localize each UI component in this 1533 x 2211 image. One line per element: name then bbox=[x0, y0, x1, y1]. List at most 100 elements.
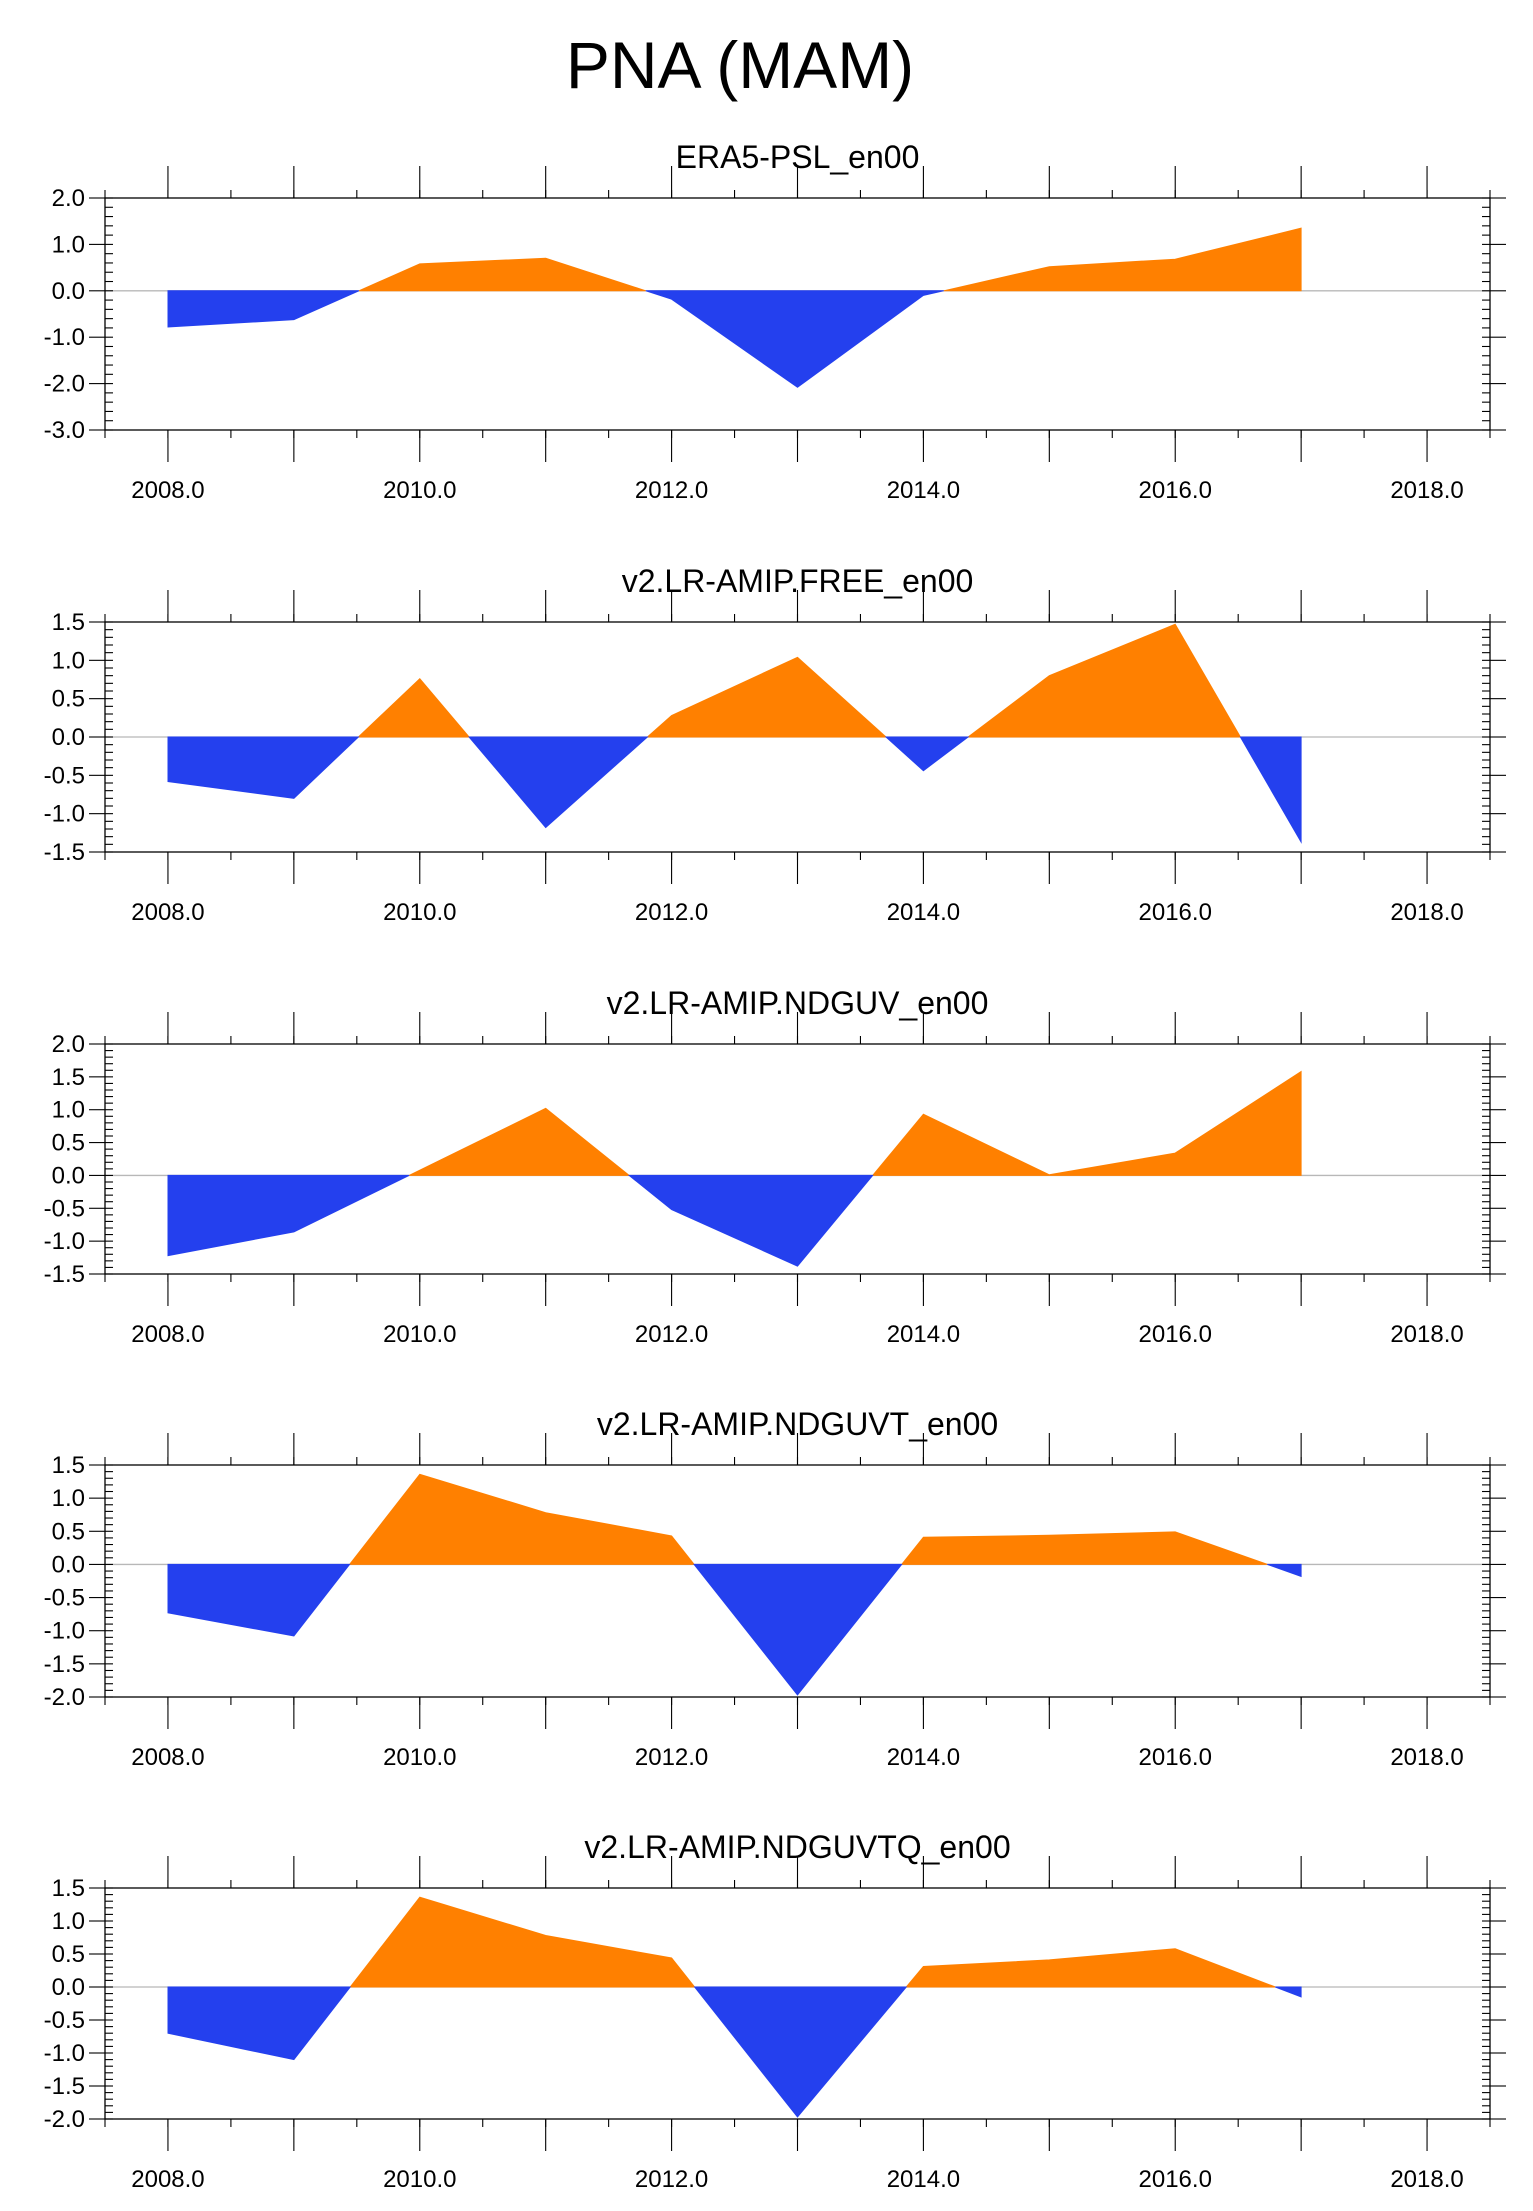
x-tick-label: 2018.0 bbox=[1390, 1321, 1463, 1348]
y-tick-label: -1.5 bbox=[44, 1651, 85, 1678]
y-tick-label: -0.5 bbox=[44, 2007, 85, 2034]
y-tick-label: -1.0 bbox=[44, 324, 85, 351]
y-tick-label: -0.5 bbox=[44, 762, 85, 789]
y-tick-label: 1.5 bbox=[52, 1064, 85, 1091]
negative-area-2 bbox=[468, 736, 649, 829]
negative-area-1 bbox=[167, 1174, 410, 1257]
x-tick-label: 2008.0 bbox=[131, 899, 204, 926]
positive-area-2 bbox=[943, 227, 1302, 292]
x-tick-label: 2014.0 bbox=[887, 899, 960, 926]
y-tick-label: -1.0 bbox=[44, 1228, 85, 1255]
x-tick-label: 2014.0 bbox=[887, 477, 960, 504]
x-tick-label: 2018.0 bbox=[1390, 899, 1463, 926]
x-tick-label: 2008.0 bbox=[131, 2166, 204, 2193]
panel-2: v2.LR-AMIP.FREE_en001.51.00.50.0-0.5-1.0… bbox=[44, 563, 1506, 926]
x-tick-label: 2014.0 bbox=[887, 1321, 960, 1348]
x-tick-label: 2018.0 bbox=[1390, 2166, 1463, 2193]
x-tick-label: 2012.0 bbox=[635, 899, 708, 926]
positive-area-1 bbox=[408, 1107, 631, 1176]
y-tick-label: 0.5 bbox=[52, 1941, 85, 1968]
x-tick-label: 2010.0 bbox=[383, 2166, 456, 2193]
y-tick-label: -1.0 bbox=[44, 801, 85, 828]
y-tick-label: 1.0 bbox=[52, 231, 85, 258]
x-tick-label: 2016.0 bbox=[1139, 477, 1212, 504]
y-tick-label: 2.0 bbox=[52, 185, 85, 212]
panels: ERA5-PSL_en002.01.00.0-1.0-2.0-3.02008.0… bbox=[44, 139, 1506, 2193]
y-tick-label: -0.5 bbox=[44, 1195, 85, 1222]
negative-area-1 bbox=[167, 736, 360, 799]
x-tick-label: 2010.0 bbox=[383, 899, 456, 926]
y-tick-label: -2.0 bbox=[44, 1684, 85, 1711]
x-tick-label: 2010.0 bbox=[383, 1321, 456, 1348]
negative-area-2 bbox=[693, 1563, 903, 1696]
x-tick-label: 2008.0 bbox=[131, 1744, 204, 1771]
negative-area-2 bbox=[627, 1174, 874, 1267]
negative-area-1 bbox=[167, 1986, 352, 2061]
x-tick-label: 2018.0 bbox=[1390, 1744, 1463, 1771]
y-tick-label: -3.0 bbox=[44, 417, 85, 444]
y-tick-label: 1.5 bbox=[52, 1452, 85, 1479]
y-tick-label: 1.0 bbox=[52, 1908, 85, 1935]
y-tick-label: 0.5 bbox=[52, 1130, 85, 1157]
positive-area-1 bbox=[358, 257, 646, 292]
x-tick-label: 2016.0 bbox=[1139, 1744, 1212, 1771]
positive-area-2 bbox=[900, 1531, 1268, 1565]
x-tick-label: 2016.0 bbox=[1139, 899, 1212, 926]
panel-3: v2.LR-AMIP.NDGUV_en002.01.51.00.50.0-0.5… bbox=[44, 985, 1506, 1348]
x-tick-label: 2008.0 bbox=[131, 1321, 204, 1348]
x-tick-label: 2012.0 bbox=[635, 1321, 708, 1348]
y-tick-label: 0.0 bbox=[52, 1974, 85, 2001]
x-tick-label: 2016.0 bbox=[1139, 1321, 1212, 1348]
positive-area-2 bbox=[646, 656, 888, 738]
positive-area-1 bbox=[357, 677, 471, 738]
y-tick-label: -1.0 bbox=[44, 1618, 85, 1645]
positive-area-1 bbox=[348, 1473, 696, 1565]
x-tick-label: 2014.0 bbox=[887, 2166, 960, 2193]
positive-area-2 bbox=[871, 1070, 1302, 1176]
y-tick-label: 1.0 bbox=[52, 647, 85, 674]
y-tick-label: 2.0 bbox=[52, 1031, 85, 1058]
x-tick-label: 2008.0 bbox=[131, 477, 204, 504]
negative-area-2 bbox=[645, 290, 944, 388]
negative-area-3 bbox=[1275, 1986, 1302, 1998]
x-tick-label: 2010.0 bbox=[383, 1744, 456, 1771]
y-tick-label: -0.5 bbox=[44, 1585, 85, 1612]
negative-area-1 bbox=[167, 1563, 351, 1637]
positive-area-3 bbox=[966, 623, 1242, 738]
y-tick-label: 0.0 bbox=[52, 724, 85, 751]
y-tick-label: 0.0 bbox=[52, 278, 85, 305]
y-tick-label: -1.5 bbox=[44, 2073, 85, 2100]
negative-area-2 bbox=[693, 1986, 908, 2118]
panel-4: v2.LR-AMIP.NDGUVT_en001.51.00.50.0-0.5-1… bbox=[44, 1406, 1506, 1771]
x-tick-label: 2012.0 bbox=[635, 2166, 708, 2193]
y-tick-label: 1.0 bbox=[52, 1097, 85, 1124]
y-tick-label: -1.5 bbox=[44, 839, 85, 866]
negative-area-3 bbox=[1267, 1563, 1302, 1578]
negative-area-4 bbox=[1239, 736, 1302, 844]
y-tick-label: 1.5 bbox=[52, 609, 85, 636]
x-tick-label: 2018.0 bbox=[1390, 477, 1463, 504]
x-tick-label: 2014.0 bbox=[887, 1744, 960, 1771]
y-tick-label: -1.0 bbox=[44, 2040, 85, 2067]
y-tick-label: 0.5 bbox=[52, 686, 85, 713]
y-tick-label: 0.0 bbox=[52, 1162, 85, 1189]
panel-5: v2.LR-AMIP.NDGUVTQ_en001.51.00.50.0-0.5-… bbox=[44, 1829, 1506, 2193]
x-tick-label: 2012.0 bbox=[635, 477, 708, 504]
y-tick-label: 0.5 bbox=[52, 1518, 85, 1545]
y-tick-label: -2.0 bbox=[44, 2106, 85, 2133]
y-tick-label: 0.0 bbox=[52, 1551, 85, 1578]
negative-area-3 bbox=[884, 736, 970, 772]
positive-area-2 bbox=[905, 1948, 1276, 1988]
x-tick-label: 2016.0 bbox=[1139, 2166, 1212, 2193]
x-tick-label: 2010.0 bbox=[383, 477, 456, 504]
y-tick-label: -2.0 bbox=[44, 371, 85, 398]
figure-title: PNA (MAM) bbox=[566, 28, 914, 102]
y-tick-label: 1.5 bbox=[52, 1875, 85, 1902]
x-tick-label: 2012.0 bbox=[635, 1744, 708, 1771]
panel-1: ERA5-PSL_en002.01.00.0-1.0-2.0-3.02008.0… bbox=[44, 139, 1506, 504]
negative-area-1 bbox=[167, 290, 360, 328]
y-tick-label: 1.0 bbox=[52, 1485, 85, 1512]
y-tick-label: -1.5 bbox=[44, 1261, 85, 1288]
positive-area-1 bbox=[349, 1896, 696, 1988]
